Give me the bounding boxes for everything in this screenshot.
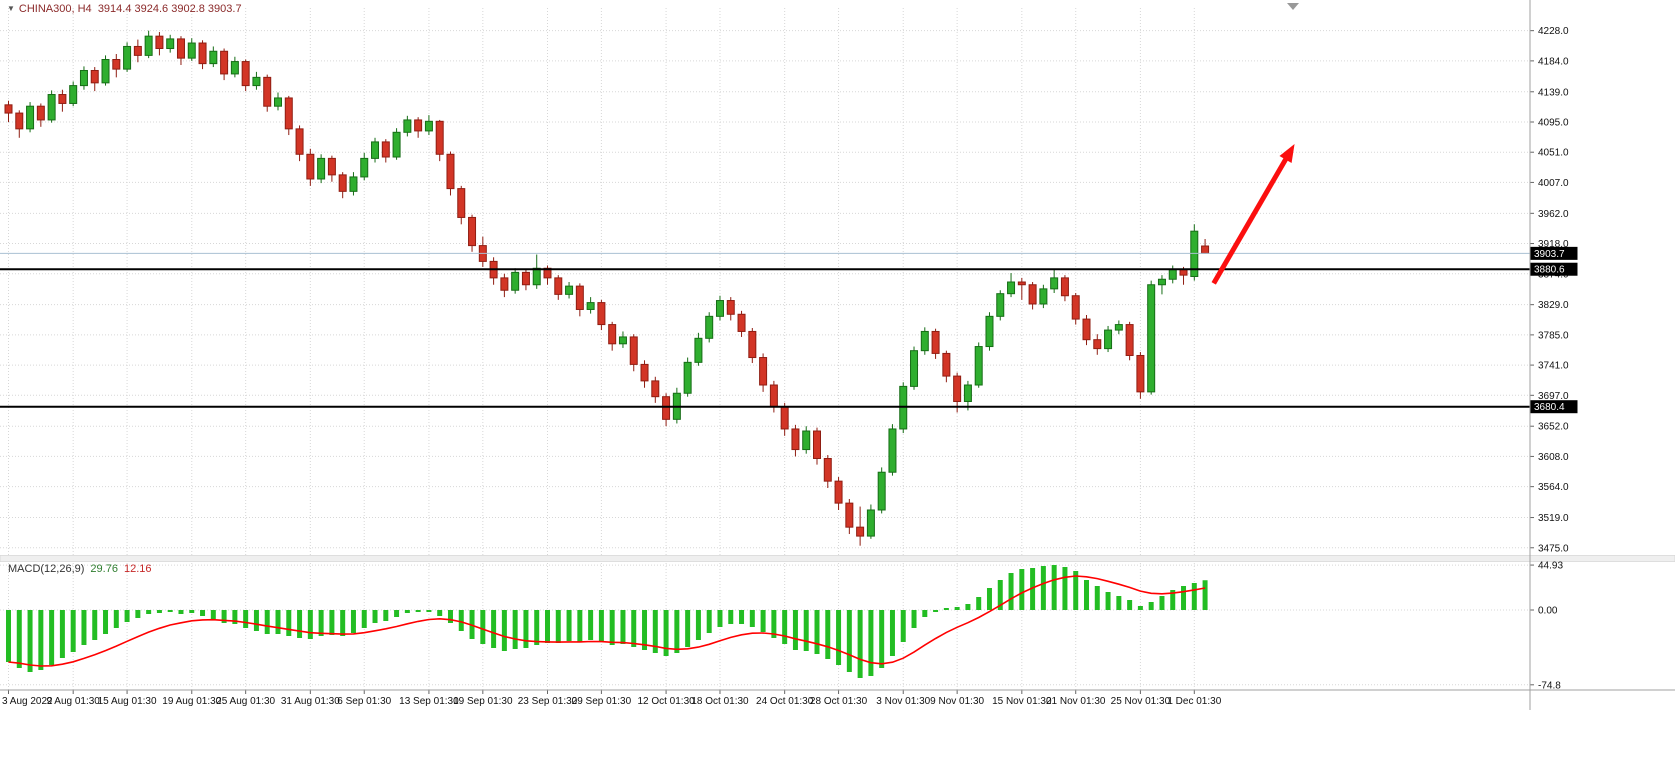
macd-main-value: 29.76: [90, 563, 118, 575]
price-tick-label: 3741.0: [1538, 361, 1569, 372]
price-tick-label: 4051.0: [1538, 148, 1569, 159]
price-tag-label: 3880.6: [1534, 265, 1565, 276]
price-tick-label: 3918.0: [1538, 239, 1569, 250]
price-tick-label: 3785.0: [1538, 330, 1569, 341]
arrow-head-icon: [1279, 143, 1295, 164]
symbol-title: CHINA300, H4: [18, 3, 92, 15]
price-tick-label: 3564.0: [1538, 482, 1569, 493]
candles-layer: [4, 30, 1210, 546]
price-tag-label: 3903.7: [1534, 249, 1565, 260]
price-tag: [1530, 262, 1578, 276]
price-tick-label: 3697.0: [1538, 391, 1569, 402]
time-tick-label: 18 Oct 01:30: [691, 696, 749, 707]
price-tick-label: 4184.0: [1538, 56, 1569, 67]
time-tick-label: 25 Aug 01:30: [216, 696, 275, 707]
macd-tick-label: 0.00: [1538, 606, 1558, 617]
price-tick-label: 3962.0: [1538, 209, 1569, 220]
macd-signal-line: [8, 575, 1206, 667]
time-tick-label: 28 Oct 01:30: [810, 696, 868, 707]
macd-tick-label: -74.8: [1538, 680, 1561, 691]
time-tick-label: 15 Aug 01:30: [98, 696, 157, 707]
time-tick-label: 3 Aug 2022: [2, 696, 53, 707]
chart-shift-marker[interactable]: [1287, 3, 1299, 10]
macd-tick-label: 44.93: [1538, 561, 1563, 572]
time-tick-label: 31 Aug 01:30: [281, 696, 340, 707]
macd-signal-value: 12.16: [123, 563, 152, 575]
time-tick-label: 15 Nov 01:30: [992, 696, 1052, 707]
time-tick-label: 9 Nov 01:30: [930, 696, 984, 707]
time-tick-label: 13 Sep 01:30: [399, 696, 459, 707]
price-tag-label: 3680.4: [1534, 402, 1565, 413]
time-tick-label: 25 Nov 01:30: [1111, 696, 1171, 707]
time-tick-label: 3 Nov 01:30: [876, 696, 930, 707]
time-tick-label: 1 Dec 01:30: [1167, 696, 1221, 707]
price-tag: [1530, 246, 1578, 260]
macd-indicator-header: MACD(12,26,9) 29.76 12.16: [8, 563, 157, 575]
price-tick-label: 4095.0: [1538, 117, 1569, 128]
time-tick-label: 12 Oct 01:30: [637, 696, 695, 707]
time-tick-label: 29 Sep 01:30: [572, 696, 632, 707]
time-tick-label: 6 Sep 01:30: [337, 696, 391, 707]
time-tick-label: 9 Aug 01:30: [46, 696, 100, 707]
time-tick-label: 21 Nov 01:30: [1046, 696, 1106, 707]
price-axis[interactable]: 4228.0 4184.0 4139.0 4095.0 4051.0 4007.0 3962…: [1529, 0, 1578, 710]
price-tick-label: 3608.0: [1538, 452, 1569, 463]
price-tick-label: 3519.0: [1538, 513, 1569, 524]
price-tick-label: 3652.0: [1538, 422, 1569, 433]
symbol-ohlc-values: 3914.4 3924.6 3902.8 3903.7: [97, 3, 242, 15]
price-tick-label: 4228.0: [1538, 26, 1569, 37]
time-tick-label: 23 Sep 01:30: [518, 696, 578, 707]
price-tick-label: 3475.0: [1538, 543, 1569, 554]
price-tick-label: 4139.0: [1538, 87, 1569, 98]
symbol-dropdown-icon[interactable]: ▼: [7, 4, 15, 13]
panel-divider[interactable]: [0, 555, 1675, 562]
trend-arrow[interactable]: [1211, 143, 1295, 285]
price-tick-label: 4007.0: [1538, 178, 1569, 189]
time-tick-label: 19 Sep 01:30: [453, 696, 513, 707]
macd-layer: [6, 565, 1208, 678]
time-tick-label: 24 Oct 01:30: [756, 696, 814, 707]
gridlines: [0, 8, 1530, 690]
price-lines-layer[interactable]: [0, 252, 1530, 408]
macd-indicator-name: MACD(12,26,9): [8, 563, 85, 575]
symbol-header: ▼ CHINA300, H4 3914.4 3924.6 3902.8 3903.…: [7, 3, 242, 15]
time-tick-label: 19 Aug 01:30: [162, 696, 221, 707]
price-tick-label: 3829.0: [1538, 300, 1569, 311]
price-tag: [1530, 400, 1578, 414]
